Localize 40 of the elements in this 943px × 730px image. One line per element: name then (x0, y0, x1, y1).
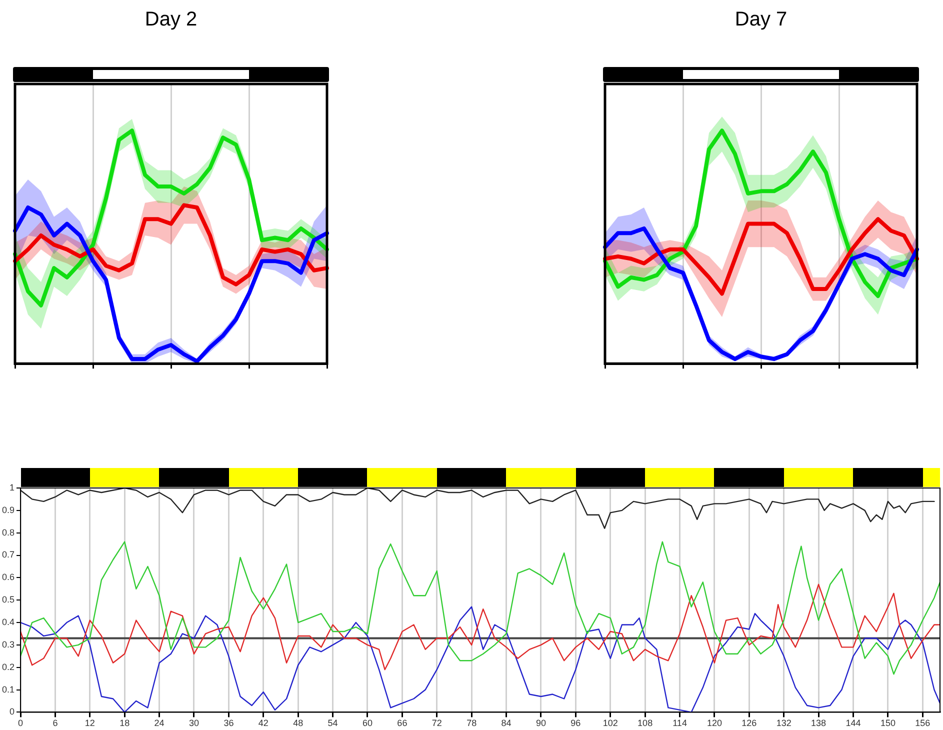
x-tick-label: 12 (84, 718, 95, 728)
x-tick-label: 138 (811, 718, 826, 728)
x-tick-label: 132 (776, 718, 792, 728)
x-tick-label: 144 (846, 718, 861, 728)
x-tick-label: 156 (915, 718, 930, 728)
x-tick-label: 60 (362, 718, 372, 728)
y-tick-label: 0.9 (2, 504, 15, 515)
x-tick-label: 6 (52, 718, 58, 728)
y-tick-label: 0.3 (2, 639, 15, 650)
x-tick-label: 102 (602, 718, 618, 728)
chart-title: Day 2 (144, 8, 198, 31)
x-tick-label: 96 (570, 718, 581, 728)
y-tick-label: 0.6 (2, 572, 15, 582)
y-tick-label: 0.2 (2, 662, 15, 672)
y-tick-label: 1 (9, 482, 15, 492)
x-tick-label: 72 (432, 718, 442, 728)
x-tick-label: 126 (742, 718, 757, 728)
x-tick-label: 54 (328, 718, 338, 728)
x-tick-label: 30 (188, 718, 200, 728)
x-tick-label: 18 (120, 718, 130, 728)
x-tick-label: 84 (501, 718, 512, 728)
x-tick-label: 90 (536, 718, 546, 728)
y-tick-label: 0.8 (2, 527, 15, 538)
x-tick-label: 42 (258, 718, 268, 728)
x-tick-label: 78 (466, 718, 477, 728)
x-tick-label: 36 (224, 718, 234, 728)
x-tick-label: 114 (672, 718, 687, 728)
x-tick-label: 120 (706, 718, 722, 728)
y-tick-label: 0.7 (2, 550, 15, 560)
x-tick-label: 48 (293, 718, 304, 728)
y-tick-label: 0.4 (2, 617, 15, 628)
y-tick-label: 0.5 (2, 594, 15, 605)
chart-title: Day 7 (734, 8, 788, 31)
x-tick-label: 150 (880, 718, 896, 728)
x-tick-label: 24 (154, 718, 164, 728)
x-tick-label: 66 (397, 718, 408, 728)
y-tick-label: 0.1 (2, 684, 15, 694)
x-tick-label: 0 (18, 718, 24, 728)
y-tick-label: 0 (9, 706, 15, 717)
x-tick-label: 108 (638, 718, 653, 728)
